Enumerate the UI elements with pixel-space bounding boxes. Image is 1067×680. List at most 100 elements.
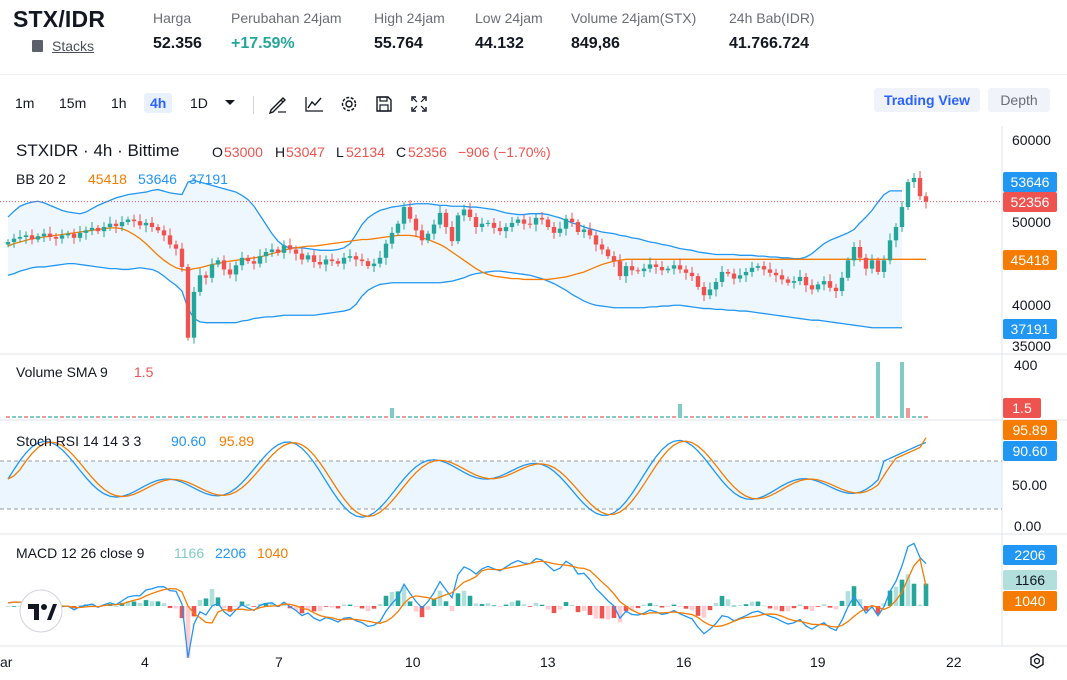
badge-last-price-text: 52356 [1011,194,1050,210]
asset-link[interactable]: Stacks [52,38,95,54]
chart-settings-icon[interactable] [1030,653,1044,669]
macd-hist-bar [341,604,347,606]
volume-bar [444,416,448,418]
badge-bb-mid-text: 45418 [1011,252,1050,268]
candle-body [317,261,323,265]
candle-body [797,276,803,282]
macd-hist-bar [779,606,785,612]
stoch-k-line [7,439,927,518]
macd-hist-bar [809,606,815,611]
draw-icon[interactable] [268,94,288,114]
candle-body [749,267,755,272]
badge-macd-signal [1003,591,1057,611]
indicators-icon[interactable] [304,94,324,114]
timeframe-15m[interactable]: 15m [59,95,87,111]
candle-body [887,240,893,261]
macd-hist-bar [143,600,149,606]
candle-body [239,257,245,266]
volume-bar [114,416,118,418]
volume-bar [624,416,628,418]
candle-body [353,256,359,260]
candle-body [833,287,839,292]
ohlc-c-label: C [396,144,406,160]
candle-body [563,218,569,229]
volume-bar [402,416,406,418]
volume-bar [474,416,478,418]
macd-hist-bar [497,606,503,608]
volume-bar [240,416,244,418]
macd-hist-bar [701,606,707,618]
macd-legend-signal: 1040 [257,545,288,561]
badge-stoch-k-text: 90.60 [1012,443,1047,459]
badge-bb-lower [1003,319,1057,339]
volume-bar [894,416,898,418]
macd-hist-bar [641,604,647,606]
timeframe-1d[interactable]: 1D [190,95,208,111]
macd-hist-bar [635,606,641,609]
badge-stoch-d [1003,420,1057,440]
volume-bar [312,416,316,418]
volume-bar [552,416,556,418]
tradingview-logo[interactable] [19,589,63,633]
macd-hist-bar [215,597,221,606]
time-tick: 13 [540,654,556,670]
trading-view-button[interactable]: Trading View [874,88,980,112]
timeframe-1h[interactable]: 1h [111,95,127,111]
timeframe-4h[interactable]: 4h [144,93,173,113]
candle-body [227,269,233,275]
volume-bar [450,416,454,418]
candle-body [365,261,371,267]
pair-title: STX/IDR [13,6,106,32]
volume-bar [282,416,286,418]
candle-body [113,223,119,227]
candle-body [497,227,503,232]
macd-hist-bar [893,586,899,606]
volume-bar [384,416,388,418]
candle-body [557,228,563,233]
volume-bar [294,416,298,418]
badge-bb-mid [1003,250,1057,270]
volume-bar [576,416,580,418]
stat-value: 55.764 [374,35,423,52]
candle-body [443,212,449,228]
macd-hist-bar [269,602,275,606]
volume-bar [726,416,730,418]
candle-body [131,219,137,222]
fullscreen-icon[interactable] [409,94,429,114]
badge-macd-text: 2206 [1014,547,1045,563]
stat-value: +17.59% [231,35,295,52]
candle-body [671,265,677,269]
volume-bar [150,416,154,418]
volume-bar [246,416,250,418]
chevron-down-icon[interactable] [224,99,236,107]
badge-volume-text: 1.5 [1012,400,1032,416]
volume-bar [288,416,292,418]
candle-body [857,246,863,258]
macd-hist-bar [245,603,251,606]
volume-bar [672,416,676,418]
candle-body [527,223,533,225]
volume-bar [852,416,856,418]
save-icon[interactable] [374,94,394,114]
volume-bar [438,416,442,418]
volume-bar [30,416,34,418]
volume-bar [210,416,214,418]
volume-bar [540,416,544,418]
candle-body [455,215,461,242]
candle-body [23,235,29,238]
volume-bar [546,416,550,418]
volume-bar [498,416,502,418]
macd-hist-bar [155,601,161,606]
stoch-band-fill [0,461,1002,509]
candle-body [197,275,203,292]
price-chart[interactable]: STXIDR · 4h · Bittime O 53000 H 53047 L … [0,126,1067,680]
candle-body [269,249,275,252]
badge-macd-hist-text: 1166 [1015,572,1045,588]
timeframe-1m[interactable]: 1m [15,95,35,111]
candle-body [533,217,539,225]
depth-button[interactable]: Depth [988,88,1050,112]
macd-hist-bar [623,606,629,612]
volume-bar [558,416,562,418]
settings-icon[interactable] [339,94,359,114]
volume-bar [162,416,166,418]
